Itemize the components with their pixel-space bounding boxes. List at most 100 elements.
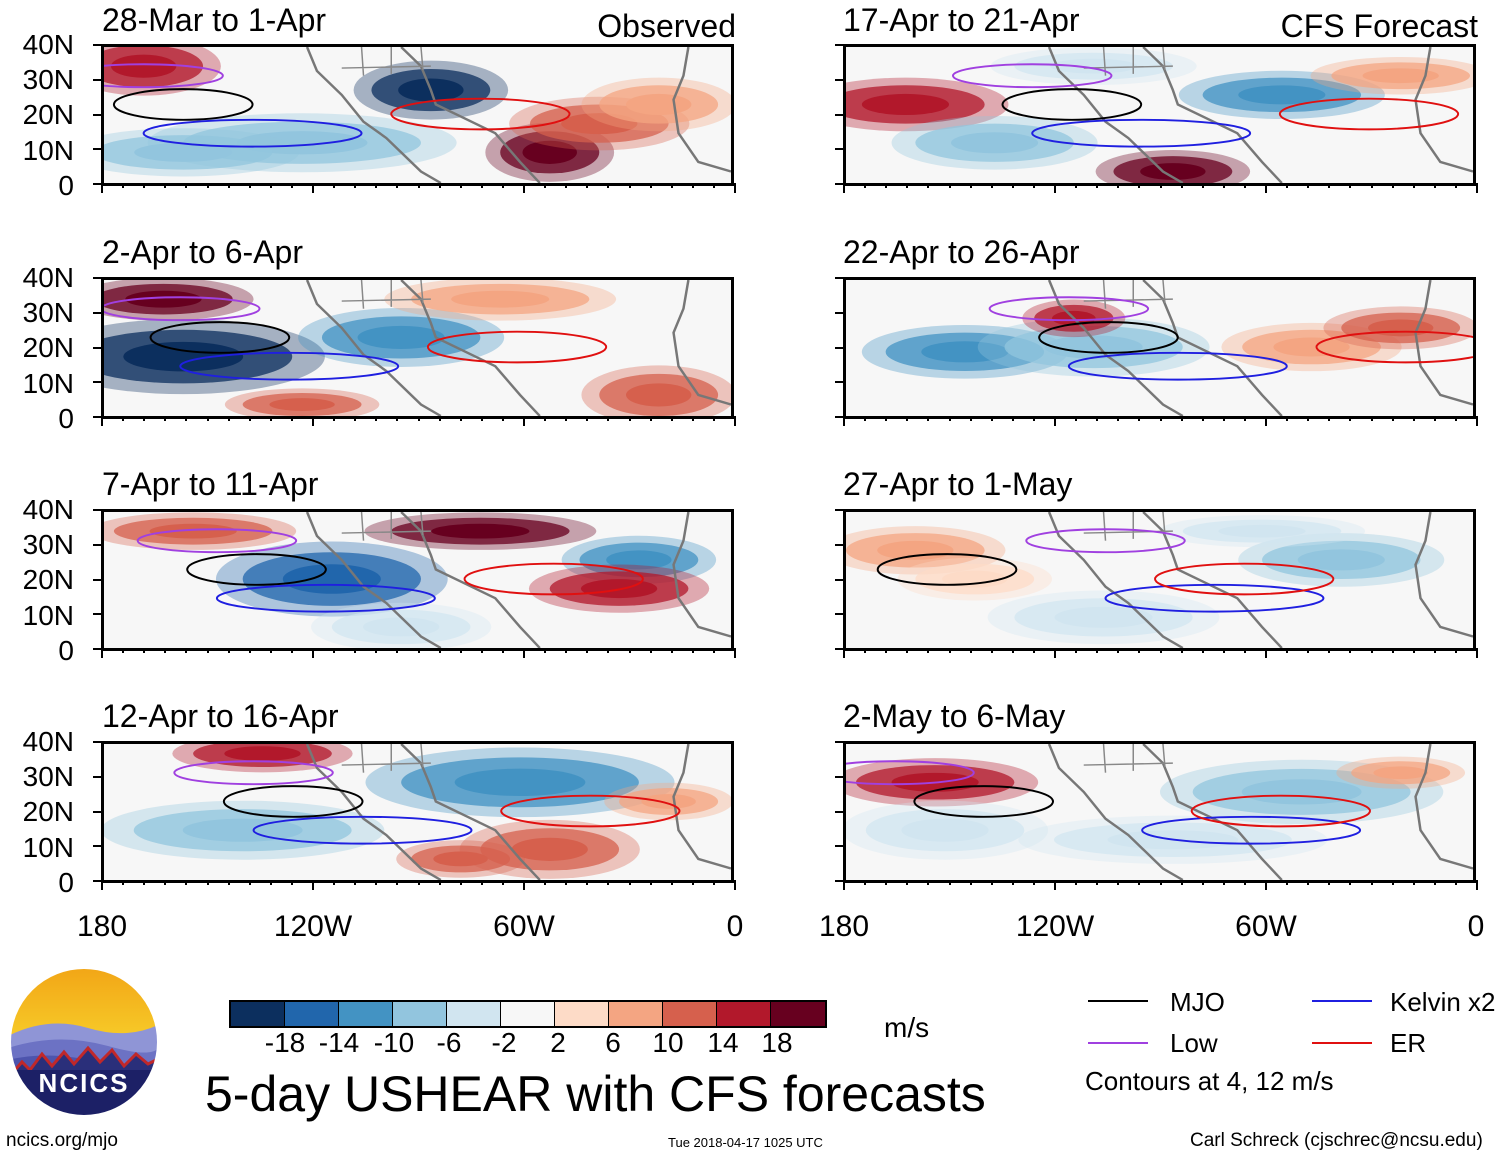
axis-tick	[1223, 183, 1225, 188]
axis-tick	[93, 114, 101, 116]
axis-tick	[991, 183, 993, 188]
axis-tick	[991, 416, 993, 421]
axis-tick	[734, 183, 736, 193]
axis-tick	[1392, 648, 1394, 653]
axis-tick	[502, 183, 504, 188]
axis-tick	[143, 183, 145, 188]
axis-tick	[1392, 880, 1394, 885]
coastline	[1414, 744, 1473, 870]
axis-tick	[439, 880, 441, 885]
axis-tick	[885, 648, 887, 653]
coastline	[305, 744, 442, 880]
shear-anomaly	[182, 818, 303, 842]
axis-tick	[122, 416, 124, 421]
colorbar-swatch	[555, 1002, 609, 1026]
axis-tick	[1265, 880, 1267, 890]
contour-er	[500, 794, 681, 828]
axis-tick	[835, 741, 843, 743]
axis-tick	[835, 845, 843, 847]
state-borders	[1083, 47, 1173, 76]
axis-tick	[1138, 880, 1140, 885]
axis-tick	[93, 579, 101, 581]
source-link[interactable]: ncics.org/mjo	[6, 1130, 118, 1151]
axis-tick	[713, 416, 715, 421]
shear-anomaly	[451, 290, 550, 308]
axis-tick	[544, 648, 546, 653]
axis-tick	[1096, 183, 1098, 188]
axis-tick	[1075, 880, 1077, 885]
axis-tick	[1307, 183, 1309, 188]
axis-tick	[291, 648, 293, 653]
axis-tick	[949, 880, 951, 885]
y-tick-label: 10N	[22, 368, 74, 399]
colorbar-label: 2	[550, 1027, 566, 1058]
axis-tick	[1286, 416, 1288, 421]
axis-tick	[629, 416, 631, 421]
colorbar-label: 6	[605, 1027, 621, 1058]
axis-tick	[1371, 880, 1373, 885]
shear-field	[846, 512, 1473, 648]
x-tick-label: 180	[818, 910, 870, 943]
axis-tick	[481, 880, 483, 885]
axis-tick	[586, 648, 588, 653]
axis-tick	[1033, 648, 1035, 653]
axis-tick	[502, 416, 504, 421]
colorbar-swatch	[231, 1002, 285, 1026]
shear-anomaly	[134, 142, 233, 162]
axis-tick	[1160, 416, 1162, 421]
axis-tick	[671, 648, 673, 653]
coastline	[305, 280, 442, 416]
coastline	[672, 744, 731, 870]
axis-tick	[835, 381, 843, 383]
coastline	[672, 512, 731, 638]
y-tick-label: 40N	[22, 262, 74, 293]
axis-tick	[864, 183, 866, 188]
axis-tick	[1202, 416, 1204, 421]
axis-tick	[1096, 416, 1098, 421]
axis-tick	[1392, 416, 1394, 421]
axis-tick	[1265, 183, 1267, 193]
axis-tick	[270, 648, 272, 653]
axis-tick	[1244, 880, 1246, 885]
shear-anomaly	[125, 290, 202, 308]
shear-anomaly	[1218, 524, 1306, 538]
axis-tick	[93, 277, 101, 279]
contour-er	[426, 330, 608, 364]
shear-anomaly	[877, 540, 954, 560]
axis-tick	[629, 880, 631, 885]
axis-tick	[1349, 648, 1351, 653]
axis-tick	[1328, 416, 1330, 421]
axis-tick	[991, 648, 993, 653]
colorbar-units: m/s	[884, 1012, 930, 1043]
axis-tick	[1012, 183, 1014, 188]
axis-tick	[333, 183, 335, 188]
state-borders	[341, 744, 431, 773]
panel-title-obs-2: 2-Apr to 6-Apr	[102, 234, 303, 270]
axis-tick	[629, 648, 631, 653]
colorbar-swatch	[663, 1002, 717, 1026]
axis-tick	[835, 509, 843, 511]
contour-kelvin	[1104, 583, 1325, 613]
axis-tick	[375, 183, 377, 188]
contour-er	[390, 97, 571, 131]
axis-tick	[1202, 648, 1204, 653]
contour-low	[104, 63, 224, 89]
axis-tick	[835, 579, 843, 581]
contour-er	[1190, 794, 1371, 828]
axis-tick	[1434, 183, 1436, 188]
axis-tick	[906, 183, 908, 188]
axis-tick	[93, 880, 101, 882]
axis-tick	[1202, 183, 1204, 188]
map-panel-fc-1	[843, 44, 1476, 186]
axis-tick	[1117, 880, 1119, 885]
contour-er	[1154, 562, 1335, 596]
axis-tick	[835, 312, 843, 314]
axis-tick	[1244, 416, 1246, 421]
axis-tick	[1476, 183, 1478, 193]
contour-kelvin	[215, 583, 436, 613]
axis-tick	[1476, 880, 1478, 890]
y-tick-label: 30N	[22, 761, 74, 792]
axis-tick	[927, 416, 929, 421]
axis-tick	[843, 416, 845, 426]
axis-tick	[375, 416, 377, 421]
